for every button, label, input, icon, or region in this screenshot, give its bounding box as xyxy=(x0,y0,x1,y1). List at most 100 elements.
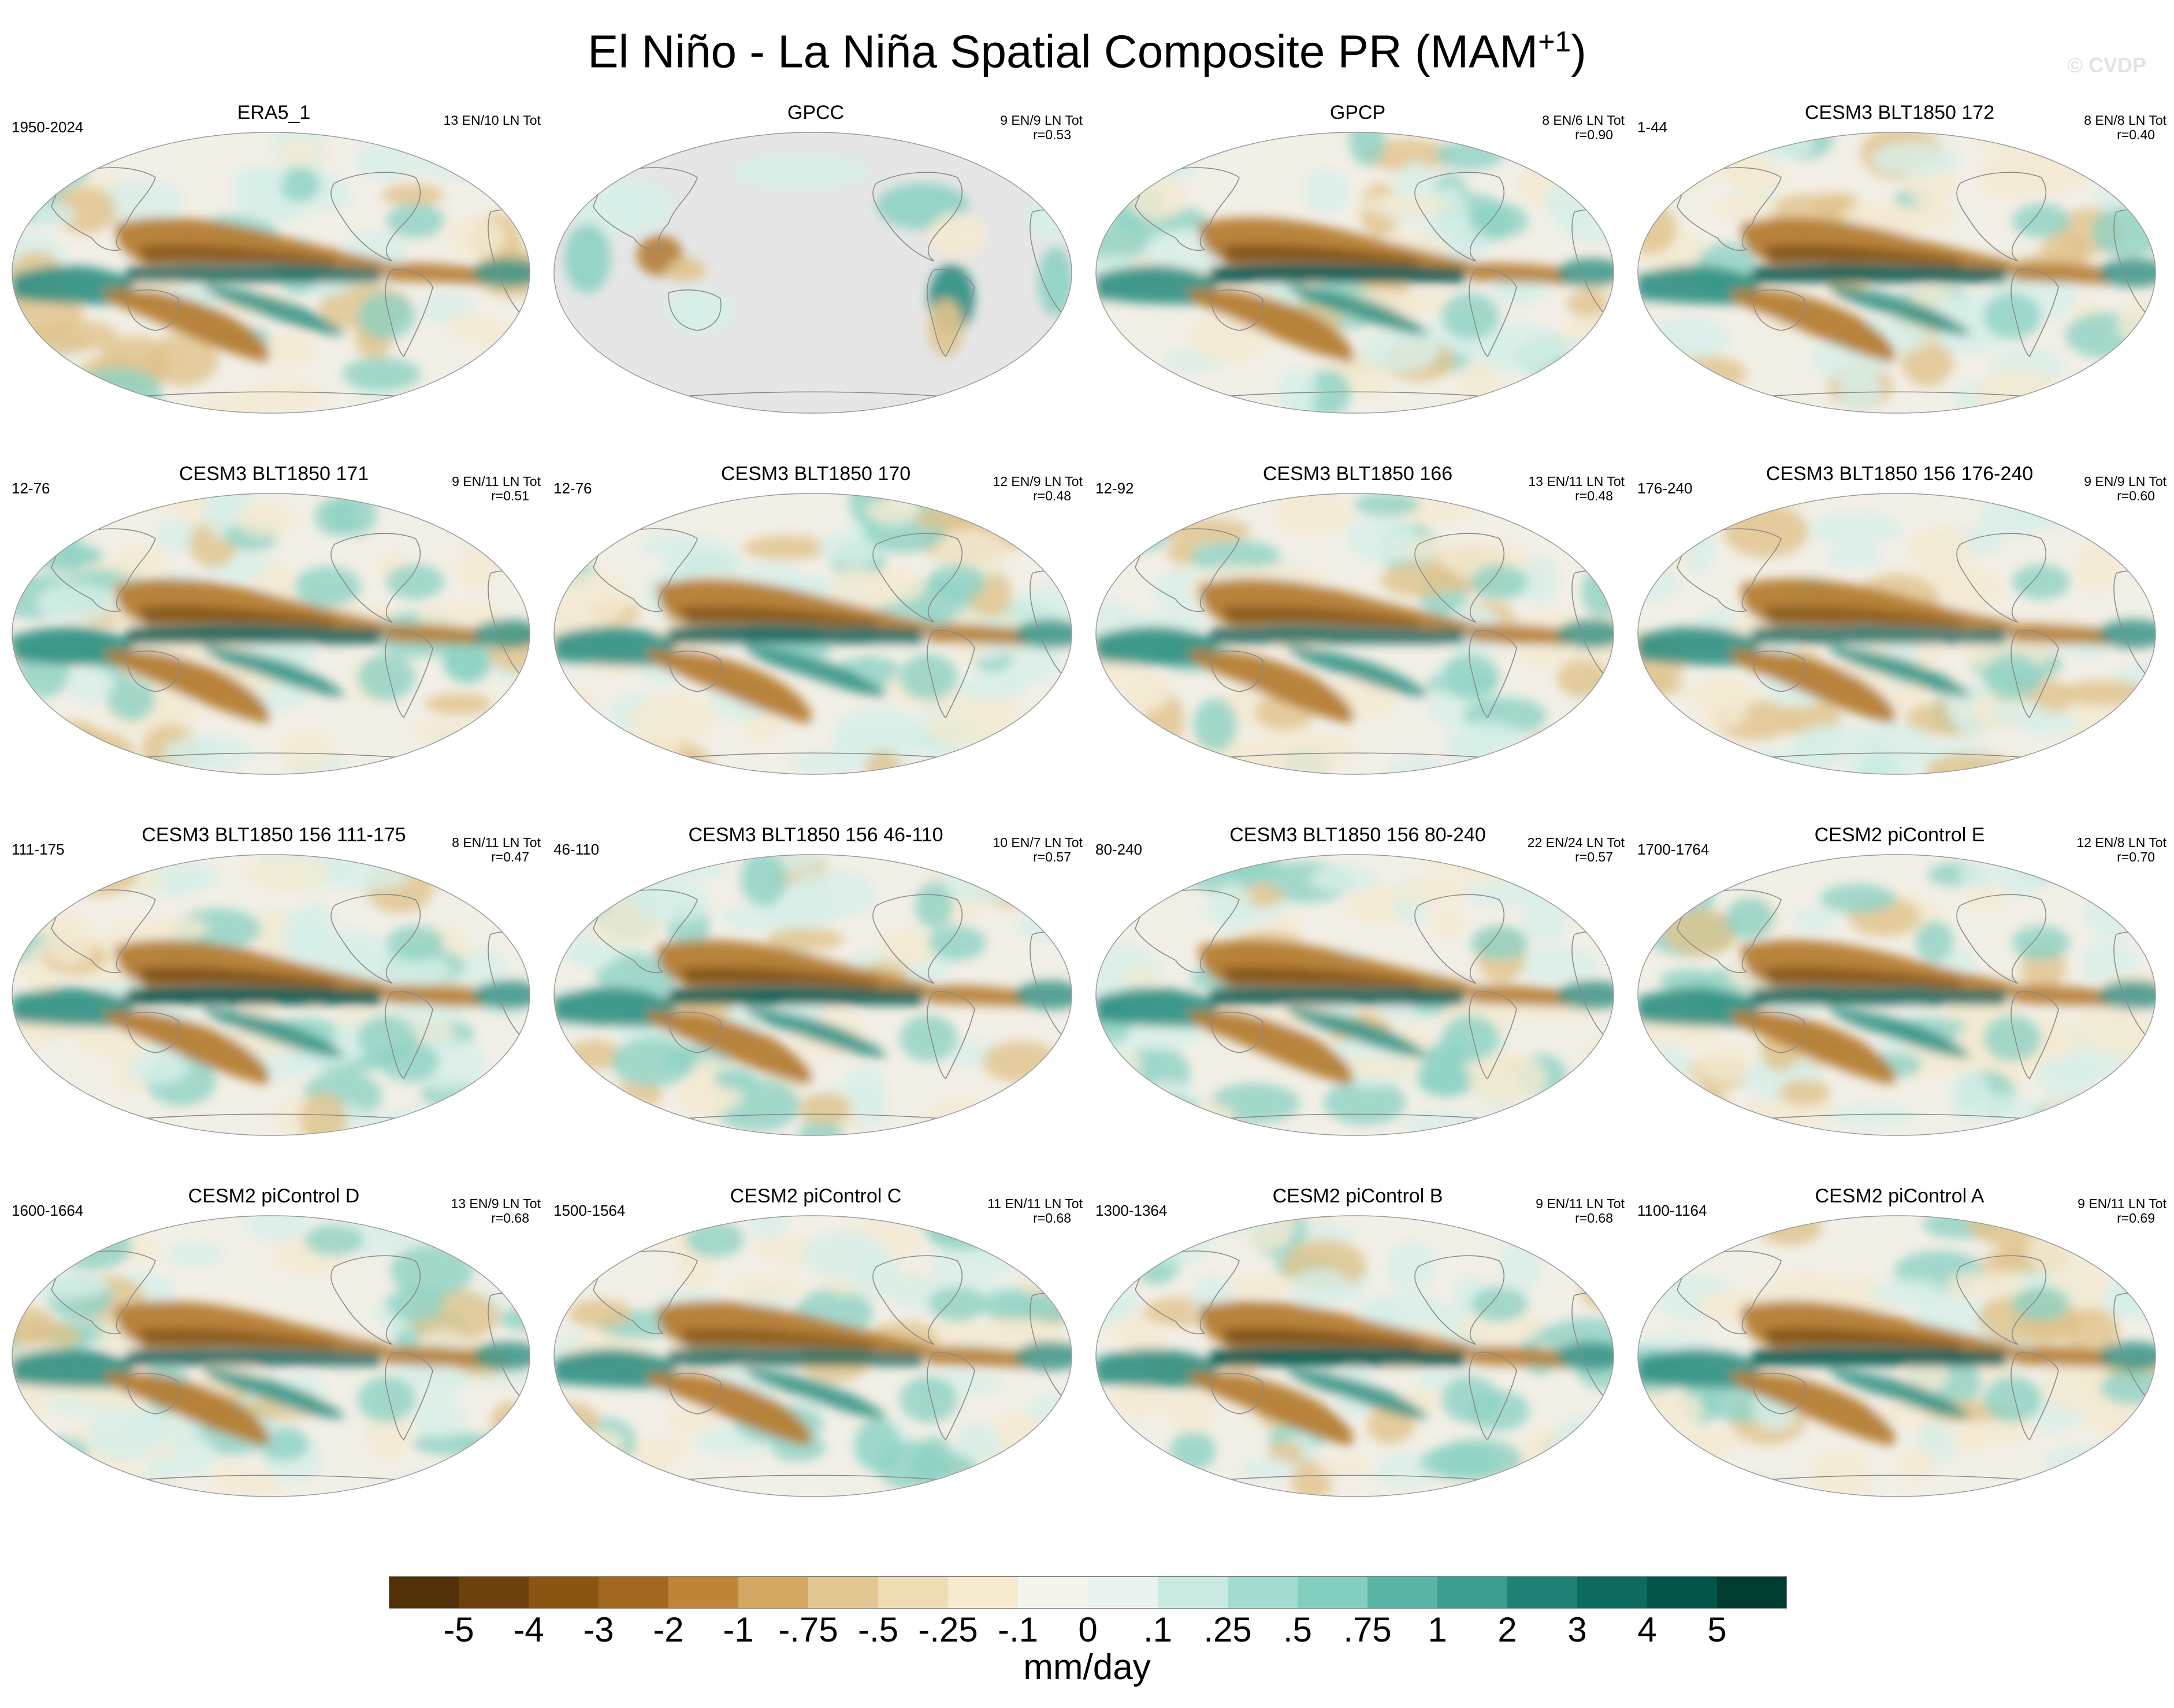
map-panel: CESM3 BLT1850 171 12-76 9 EN/11 LN Tot r=0.… xyxy=(2,462,545,823)
north-pacific-dry-core xyxy=(138,244,335,265)
precip-blob xyxy=(1103,1386,1171,1417)
colorbar-segment xyxy=(738,1576,809,1609)
atlantic-dry xyxy=(2006,262,2110,284)
panel-correlation: r=0.68 xyxy=(1575,1211,1613,1226)
precip-blob xyxy=(1100,517,1161,539)
atlantic-dry xyxy=(381,1346,485,1368)
panel-correlation: r=0.47 xyxy=(491,849,529,864)
panel-years: 111-175 xyxy=(12,841,65,858)
precip-blob xyxy=(1726,897,1775,940)
atlantic-dry xyxy=(1465,1346,1569,1368)
precip-blob xyxy=(12,860,38,898)
precip-blob xyxy=(413,1432,499,1455)
asia-coastline xyxy=(51,1250,156,1334)
australia-coastline xyxy=(668,1012,722,1053)
colorbar-tick-label: -.1 xyxy=(997,1610,1039,1649)
map-panel: GPCP 8 EN/6 LN Tot r=0.90 xyxy=(1086,101,1629,462)
colorbar-tick-label: 4 xyxy=(1637,1610,1657,1649)
map-border xyxy=(553,1215,1072,1497)
asia-coastline xyxy=(593,889,698,973)
precip-blob xyxy=(463,132,520,161)
colorbar-tick-label: 2 xyxy=(1497,1610,1517,1649)
asia-coastline xyxy=(51,528,156,612)
precip-blob xyxy=(1689,155,1770,177)
colorbar-tick-label: -1 xyxy=(723,1610,754,1649)
precip-blob xyxy=(258,1427,309,1462)
robinson-map xyxy=(1637,1215,2156,1497)
precip-blob xyxy=(1662,725,1707,751)
precip-blob xyxy=(1958,863,2002,889)
atlantic-dry xyxy=(923,1346,1027,1368)
asia-coastline xyxy=(51,167,156,251)
panel-title: GPCP xyxy=(1329,102,1386,124)
precip-blob xyxy=(2104,132,2156,157)
colorbar-tick-label: -5 xyxy=(443,1610,474,1649)
precip-blob xyxy=(653,1437,689,1459)
precip-blob xyxy=(13,1098,62,1135)
panel-years: 1100-1164 xyxy=(1637,1202,1707,1219)
precip-blob xyxy=(36,583,114,623)
colorbar-segment xyxy=(599,1576,669,1609)
south-pacific-dry xyxy=(1729,650,1896,723)
south-america-wet xyxy=(358,1015,415,1061)
precip-blob xyxy=(1680,1087,1729,1125)
precip-blob xyxy=(1454,730,1518,769)
colorbar-tick-label: 1 xyxy=(1428,1610,1447,1649)
map-border xyxy=(553,132,1072,414)
precip-blob xyxy=(1593,365,1614,392)
east-africa-wet xyxy=(1015,1342,1072,1371)
robinson-map xyxy=(553,854,1072,1136)
south-pacific-dry xyxy=(645,1011,812,1085)
figure-title-close: ) xyxy=(1571,25,1586,77)
precip-blob xyxy=(933,1242,996,1291)
colorbar-segment xyxy=(529,1576,599,1609)
figure-title-superscript: +1 xyxy=(1538,25,1571,58)
north-america-coastline xyxy=(1414,1255,1505,1345)
north-america-wet xyxy=(2012,1287,2070,1321)
panel-correlation: r=0.57 xyxy=(1033,849,1071,864)
precip-blob xyxy=(503,855,530,890)
precip-blob xyxy=(240,381,326,412)
north-america-coastline xyxy=(330,172,421,262)
colorbar-segment xyxy=(1158,1576,1228,1609)
precip-blob xyxy=(920,855,1002,869)
panel-event-count: 13 EN/10 LN Tot xyxy=(443,113,541,128)
north-pacific-dry-core xyxy=(680,1328,876,1349)
precip-blob xyxy=(1873,1402,1926,1423)
south-america-coastline xyxy=(385,991,433,1080)
colorbar-tick-label: 0 xyxy=(1078,1610,1098,1649)
precip-blob xyxy=(1363,139,1452,172)
precip-blob xyxy=(588,1469,672,1497)
robinson-map xyxy=(12,1215,530,1497)
south-america-wet xyxy=(358,654,415,700)
precip-blob xyxy=(43,915,95,966)
south-america-wet xyxy=(900,1015,957,1061)
precip-blob xyxy=(1638,531,1662,577)
colorbar-tick-label: -.75 xyxy=(778,1610,838,1649)
equatorial-pacific-wet xyxy=(1752,263,2006,283)
precip-blob xyxy=(415,132,493,151)
precip-blob xyxy=(842,1064,886,1119)
precip-blob xyxy=(633,883,712,923)
precip-blob xyxy=(75,751,124,774)
north-pacific-dry-core xyxy=(1764,244,1960,265)
precip-blob xyxy=(1846,748,1918,774)
east-africa-wet xyxy=(1557,1342,1614,1371)
colorbar-tick-label: -.25 xyxy=(918,1610,978,1649)
robinson-map xyxy=(1637,854,2156,1136)
indian-ocean-wet xyxy=(1096,987,1216,1027)
precip-blob xyxy=(1559,206,1614,244)
north-america-coastline xyxy=(1414,172,1505,262)
panel-event-count: 8 EN/6 LN Tot xyxy=(1542,113,1625,128)
precip-blob xyxy=(982,1290,1039,1320)
precip-blob xyxy=(1161,518,1251,544)
colorbar-segment xyxy=(1717,1576,1787,1609)
south-pacific-wet xyxy=(1827,645,1972,696)
precip-blob xyxy=(740,855,787,907)
panel-years: 1500-1564 xyxy=(553,1202,626,1219)
panel-years: 46-110 xyxy=(553,841,600,858)
east-africa-wet xyxy=(2099,1342,2156,1371)
precip-blob xyxy=(391,1244,474,1298)
equatorial-pacific-wet xyxy=(127,1346,381,1366)
precip-blob xyxy=(304,1225,364,1256)
